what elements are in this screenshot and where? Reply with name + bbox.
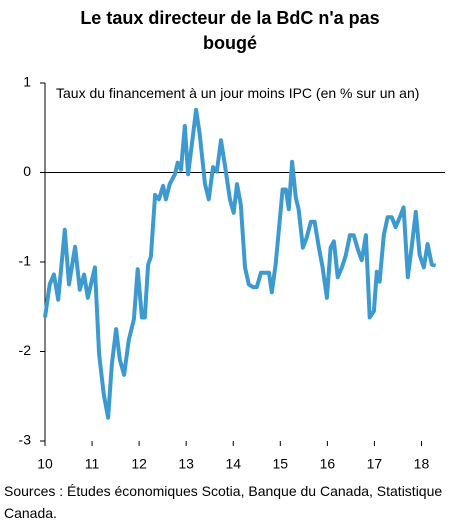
- y-tick-label: 1: [23, 74, 31, 90]
- chart-title: Le taux directeur de la BdC n'a pas boug…: [80, 8, 380, 53]
- x-tick-label: 10: [37, 456, 53, 472]
- x-tick-label: 17: [367, 456, 383, 472]
- x-tick-label: 15: [273, 456, 289, 472]
- x-tick-label: 16: [320, 456, 336, 472]
- y-tick-label: -2: [19, 342, 32, 358]
- x-tick-label: 14: [225, 456, 241, 472]
- y-tick-label: -1: [19, 253, 32, 269]
- source: Sources : Études économiques Scotia, Ban…: [4, 483, 443, 521]
- x-tick-label: 13: [178, 456, 194, 472]
- line-series: [43, 107, 437, 420]
- x-tick-label: 12: [131, 456, 147, 472]
- x-tick-label: 11: [85, 456, 100, 472]
- annotation: Taux du financement à un jour moins IPC …: [56, 85, 420, 101]
- y-tick-label: -3: [19, 432, 32, 448]
- x-tick-label: 18: [414, 456, 430, 472]
- y-tick-label: 0: [23, 163, 31, 179]
